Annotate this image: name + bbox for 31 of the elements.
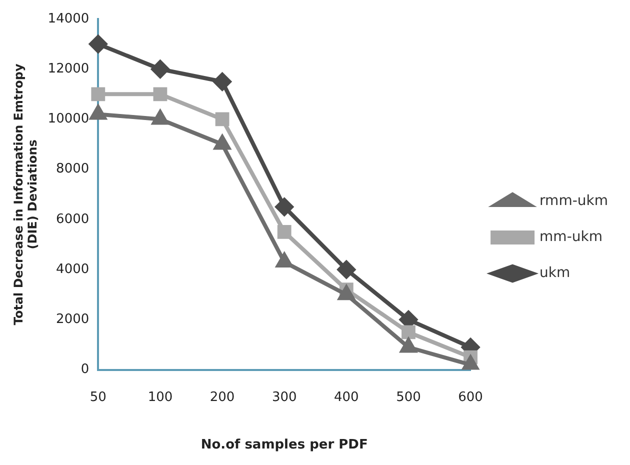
x-tick-label: 600 <box>458 390 483 405</box>
point <box>153 87 168 102</box>
x-tick-label: 400 <box>334 390 359 405</box>
legend-label: rmm-ukm <box>540 193 608 210</box>
y-tick-label: 2000 <box>56 312 90 328</box>
y-tick-label: 4000 <box>56 262 90 277</box>
legend-label: mm-ukm <box>540 229 602 246</box>
y-tick-label: 14000 <box>48 11 90 26</box>
point <box>151 60 170 78</box>
x-tick-label: 300 <box>272 390 297 405</box>
y-tick-label: 8000 <box>56 162 90 177</box>
x-tick-label: 100 <box>148 390 173 405</box>
x-tick-label: 50 <box>90 390 106 405</box>
x-tick-label: 500 <box>396 390 421 405</box>
point <box>276 253 292 268</box>
point <box>91 87 106 102</box>
y-axis-title: Total Decrease in Information Emtropy (DIE) Deviations <box>11 64 40 326</box>
y-tick-label: 12000 <box>48 61 90 76</box>
y-tick-label: 6000 <box>56 212 90 227</box>
x-tick-label: 200 <box>210 390 235 405</box>
point <box>275 198 294 216</box>
point <box>337 260 356 279</box>
legend-label: ukm <box>540 265 570 282</box>
point <box>89 35 108 54</box>
y-tick-label: 10000 <box>48 112 90 127</box>
point <box>402 325 416 340</box>
point <box>215 112 230 126</box>
y-tick-label: 0 <box>80 362 90 378</box>
point <box>277 225 292 239</box>
point <box>213 72 232 91</box>
x-axis-title: No.of samples per PDF <box>200 438 368 453</box>
